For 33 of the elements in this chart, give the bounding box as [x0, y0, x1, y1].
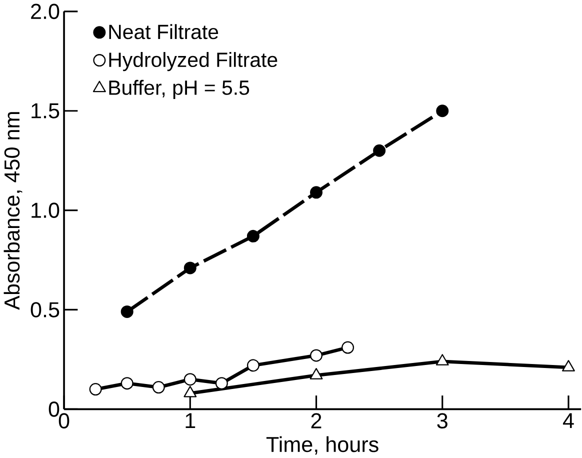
point: [120, 305, 134, 318]
legend-label: Hydrolyzed Filtrate: [109, 52, 278, 71]
point: [89, 382, 102, 396]
point: [215, 376, 228, 390]
point: [310, 186, 323, 198]
point: [246, 358, 260, 372]
point: [436, 354, 449, 366]
y-tick-label: 2.0: [31, 4, 60, 19]
x-tick-label: 1: [186, 412, 196, 428]
point: [310, 368, 323, 380]
point: [184, 261, 196, 274]
point: [436, 104, 449, 117]
x-tick-label: 3: [437, 412, 448, 428]
x-tick-label: 2: [311, 412, 322, 428]
point: [342, 341, 354, 354]
point: [562, 360, 575, 372]
point: [373, 144, 386, 157]
x-tick-label: 4: [562, 412, 574, 428]
point: [184, 386, 197, 398]
x-axis-title: Time, hours: [266, 436, 378, 454]
x-tick-label: 0: [58, 412, 70, 428]
point: [246, 230, 260, 242]
legend-label: Buffer, pH = 5.5: [109, 80, 250, 99]
point: [184, 372, 196, 386]
y-tick-label: 0: [48, 401, 60, 417]
y-axis-title: Absorbance, 450 nm: [4, 112, 22, 310]
legend-label: Neat Filtrate: [109, 24, 218, 39]
y-tick-label: 1.5: [32, 103, 60, 118]
y-tick-label: 1.0: [32, 202, 60, 218]
point: [120, 376, 134, 390]
point: [152, 380, 165, 394]
point: [310, 348, 323, 362]
y-tick-label: 0.5: [30, 302, 60, 318]
